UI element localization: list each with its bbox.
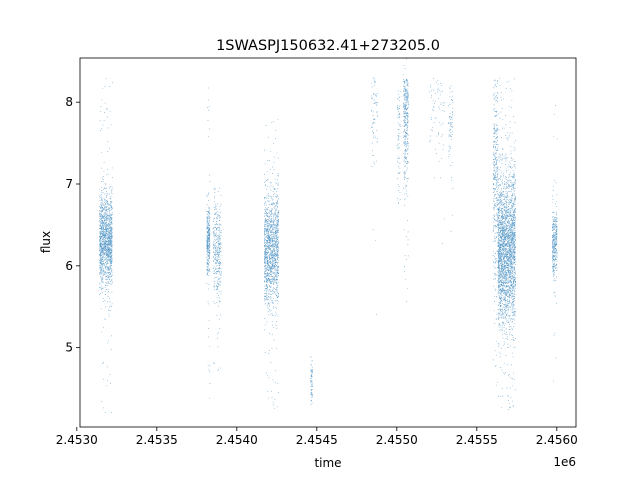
y-tick-label: 5 — [65, 341, 73, 355]
y-tick-label: 6 — [65, 259, 73, 273]
x-axis: 2.4530 2.4535 2.4540 2.4545 2.4550 2.4555 2.45… — [56, 427, 578, 447]
x-axis-label: time — [314, 456, 341, 470]
x-tick-label: 2.4555 — [456, 433, 498, 447]
x-axis-offset-label: 1e6 — [553, 455, 576, 469]
x-tick-label: 2.4535 — [136, 433, 178, 447]
x-tick-label: 2.4540 — [216, 433, 258, 447]
y-axis-label: flux — [39, 231, 53, 253]
x-tick-label: 2.4560 — [536, 433, 578, 447]
x-tick-label: 2.4545 — [296, 433, 338, 447]
y-tick-label: 7 — [65, 177, 73, 191]
x-tick-label: 2.4530 — [56, 433, 98, 447]
x-tick-label: 2.4550 — [376, 433, 418, 447]
chart-title: 1SWASPJ150632.41+273205.0 — [216, 38, 440, 54]
plot-area-frame — [79, 57, 577, 428]
y-axis: 5 6 7 8 — [65, 95, 80, 355]
y-tick-label: 8 — [65, 95, 73, 109]
